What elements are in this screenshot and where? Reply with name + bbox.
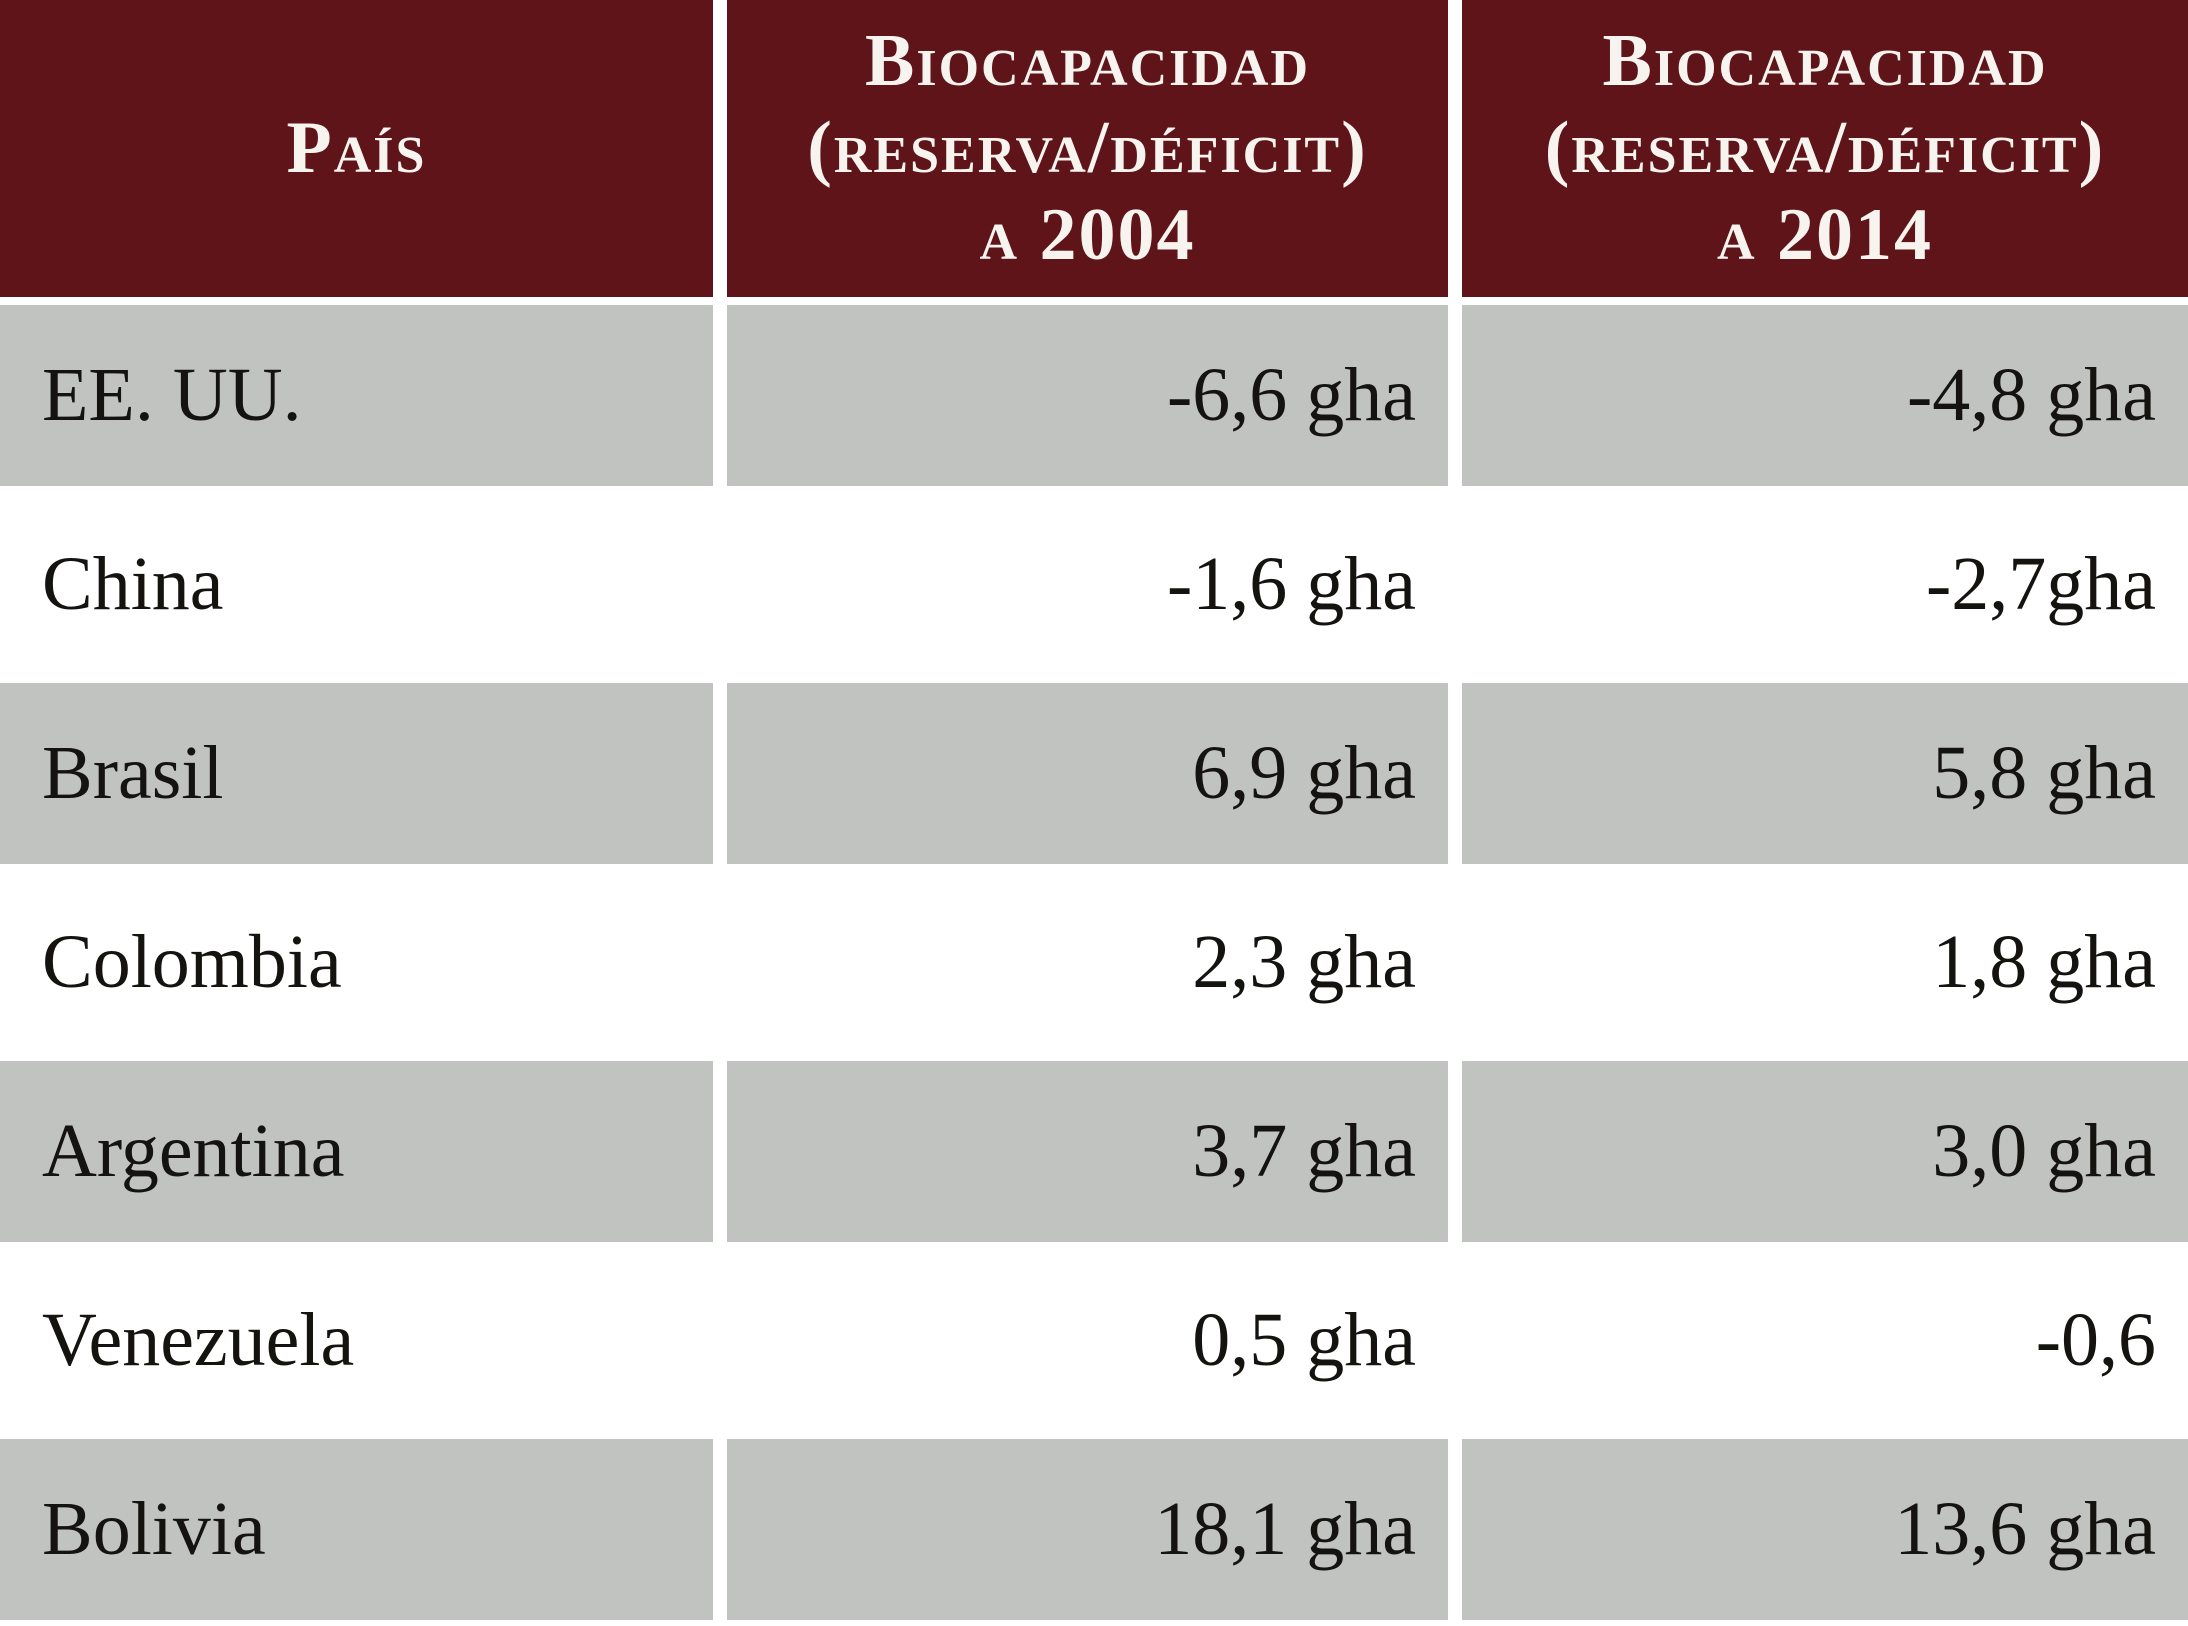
header-cell-2004: Biocapacidad (reserva/déficit) a 2004 — [727, 0, 1448, 297]
header-2004-subtitle: (reserva/déficit) — [807, 106, 1368, 189]
row-china-country: China — [0, 494, 713, 675]
header-pais-label: País — [286, 106, 427, 189]
row-venezuela-value-2014: -0,6 — [1462, 1250, 2188, 1431]
row-brasil-value-2014: 5,8 gha — [1462, 683, 2188, 864]
row-venezuela-value-2004: 0,5 gha — [727, 1250, 1448, 1431]
header-2004-period: a 2004 — [979, 194, 1196, 277]
row-argentina-value-2014: 3,0 gha — [1462, 1061, 2188, 1242]
row-brasil-country: Brasil — [0, 683, 713, 864]
header-2004-title: Biocapacidad — [864, 19, 1311, 102]
row-bolivia-value-2014: 13,6 gha — [1462, 1439, 2188, 1620]
header-cell-pais: País — [0, 0, 713, 297]
header-cell-2014: Biocapacidad (reserva/déficit) a 2014 — [1462, 0, 2188, 297]
row-eeuu-country: EE. UU. — [0, 305, 713, 486]
row-venezuela-country: Venezuela — [0, 1250, 713, 1431]
header-2014-title: Biocapacidad — [1602, 19, 2048, 102]
row-colombia-value-2004: 2,3 gha — [727, 872, 1448, 1053]
row-eeuu-value-2004: -6,6 gha — [727, 305, 1448, 486]
row-colombia-country: Colombia — [0, 872, 713, 1053]
row-bolivia-country: Bolivia — [0, 1439, 713, 1620]
header-2014-subtitle: (reserva/déficit) — [1544, 106, 2106, 189]
row-brasil-value-2004: 6,9 gha — [727, 683, 1448, 864]
row-bolivia-value-2004: 18,1 gha — [727, 1439, 1448, 1620]
row-china-value-2014: -2,7gha — [1462, 494, 2188, 675]
row-argentina-value-2004: 3,7 gha — [727, 1061, 1448, 1242]
row-china-value-2004: -1,6 gha — [727, 494, 1448, 675]
row-colombia-value-2014: 1,8 gha — [1462, 872, 2188, 1053]
row-eeuu-value-2014: -4,8 gha — [1462, 305, 2188, 486]
header-2014-period: a 2014 — [1716, 194, 1934, 277]
row-argentina-country: Argentina — [0, 1061, 713, 1242]
